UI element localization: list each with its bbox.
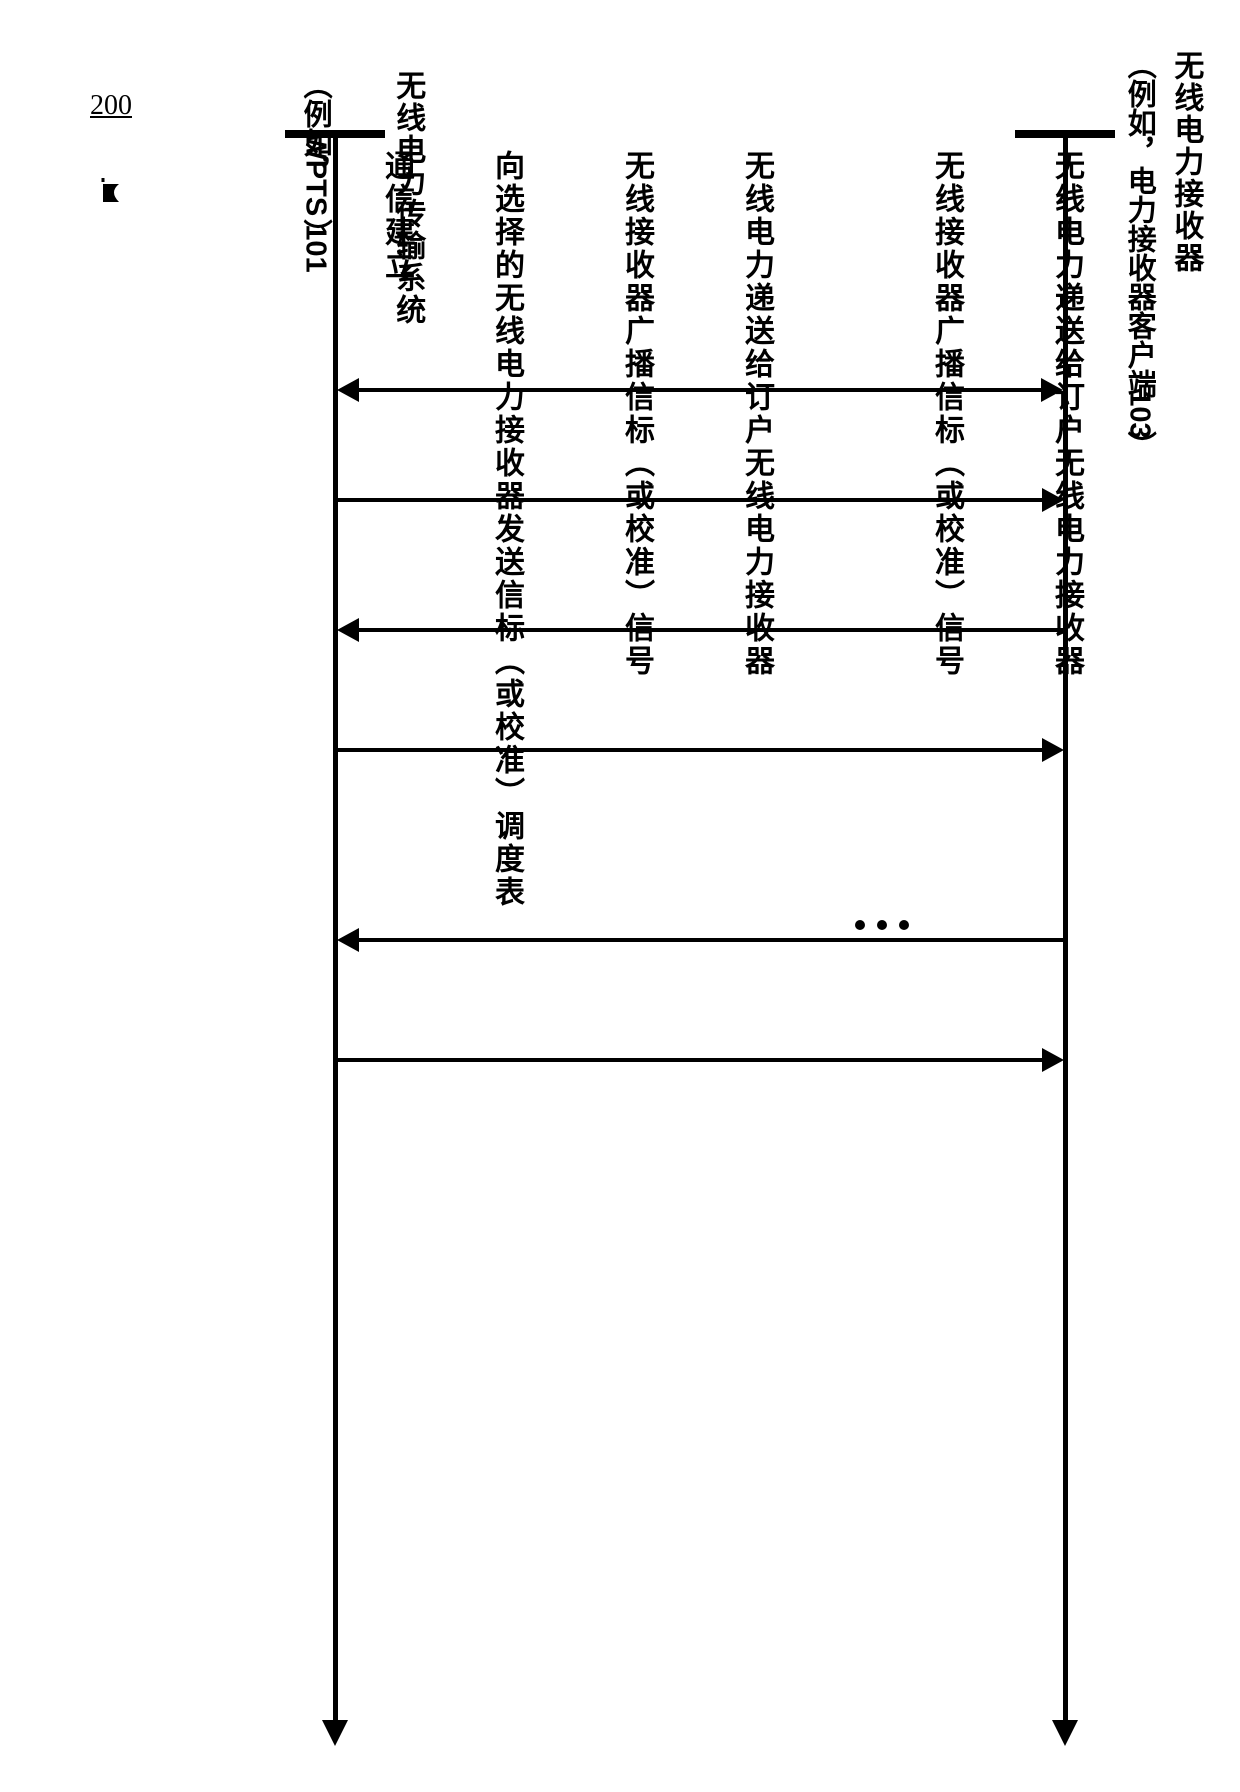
message-label-5: 无线接收器广播信标（或校准）信号 (924, 150, 968, 678)
right-entity-title: 无线电力接收器 (1163, 50, 1207, 460)
arrow-left-icon (337, 928, 359, 952)
sequence-diagram: 200 无线电力传输系统 （例如，WPTS 101） 无线电力接收器 （例如，电… (80, 50, 1200, 1750)
message-label-4: 无线电力递送给订户无线电力接收器 (734, 150, 778, 678)
message-label-6: 无线电力递送给订户无线电力接收器 (1044, 150, 1088, 678)
left-entity-subtitle: （例如，WPTS 101） (245, 70, 385, 326)
message-label-2: 向选择的无线电力接收器发送信标（或校准）调度表 (484, 150, 528, 909)
arrow-right-icon (1042, 738, 1064, 762)
left-timeline-arrow (322, 1720, 348, 1746)
message-label-1: 通信建立 (374, 150, 418, 282)
arrow-left-icon (337, 378, 359, 402)
right-entity-header: 无线电力接收器 （例如，电力接收器客户端103） (1115, 50, 1207, 460)
message-arrow-4 (338, 748, 1046, 752)
dot-icon (899, 920, 909, 930)
dot-icon (877, 920, 887, 930)
flag-icon (85, 178, 121, 218)
message-arrow-5 (355, 938, 1065, 942)
arrow-left-icon (337, 618, 359, 642)
dot-icon (855, 920, 865, 930)
message-arrow-6 (338, 1058, 1046, 1062)
arrow-right-icon (1042, 1048, 1064, 1072)
figure-number: 200 (90, 90, 132, 122)
right-entity-subtitle: （例如，电力接收器客户端103） (1115, 50, 1163, 460)
right-timeline-arrow (1052, 1720, 1078, 1746)
message-label-3: 无线接收器广播信标（或校准）信号 (614, 150, 658, 678)
ellipsis-dots (855, 920, 909, 930)
